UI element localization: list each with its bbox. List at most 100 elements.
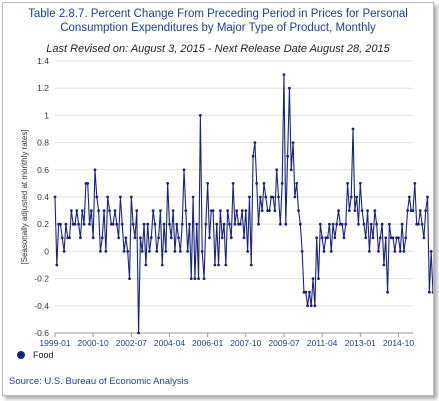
data-point[interactable] — [220, 236, 224, 240]
data-point[interactable] — [358, 182, 362, 185]
data-point[interactable] — [93, 168, 97, 172]
data-point[interactable] — [286, 154, 290, 158]
data-point[interactable] — [169, 236, 173, 240]
data-point[interactable] — [382, 263, 386, 267]
data-point[interactable] — [422, 236, 426, 240]
data-point[interactable] — [240, 209, 244, 213]
data-point[interactable] — [333, 236, 337, 240]
data-point[interactable] — [398, 250, 402, 253]
data-point[interactable] — [371, 236, 375, 240]
data-point[interactable] — [157, 236, 160, 240]
data-point[interactable] — [164, 250, 168, 253]
data-point[interactable] — [308, 290, 311, 294]
data-point[interactable] — [400, 222, 404, 226]
data-point[interactable] — [391, 236, 395, 240]
data-point[interactable] — [244, 209, 248, 213]
data-point[interactable] — [133, 236, 137, 240]
data-point[interactable] — [188, 222, 191, 226]
data-point[interactable] — [231, 182, 235, 185]
data-point[interactable] — [100, 236, 104, 240]
data-point[interactable] — [208, 236, 211, 240]
data-point[interactable] — [53, 195, 57, 199]
data-point[interactable] — [251, 154, 255, 158]
data-point[interactable] — [144, 263, 148, 267]
data-point[interactable] — [349, 195, 353, 199]
data-point[interactable] — [322, 250, 326, 253]
data-point[interactable] — [353, 209, 357, 213]
data-point[interactable] — [431, 290, 433, 294]
data-point[interactable] — [91, 236, 95, 240]
data-point[interactable] — [95, 195, 99, 199]
data-point[interactable] — [149, 236, 153, 240]
data-point[interactable] — [406, 209, 409, 213]
data-point[interactable] — [360, 209, 364, 213]
data-point[interactable] — [413, 182, 417, 185]
data-point[interactable] — [122, 250, 126, 253]
data-point[interactable] — [77, 222, 81, 226]
data-point[interactable] — [195, 222, 199, 226]
data-point[interactable] — [264, 195, 268, 199]
data-point[interactable] — [215, 222, 219, 226]
data-point[interactable] — [293, 195, 297, 199]
data-point[interactable] — [320, 236, 324, 240]
data-point[interactable] — [224, 263, 228, 267]
data-point[interactable] — [137, 331, 140, 335]
data-point[interactable] — [380, 222, 384, 226]
data-point[interactable] — [246, 250, 250, 253]
data-point[interactable] — [268, 209, 271, 213]
data-point[interactable] — [146, 222, 150, 226]
data-point[interactable] — [128, 277, 131, 280]
data-point[interactable] — [248, 195, 251, 199]
data-point[interactable] — [69, 209, 73, 213]
data-point[interactable] — [364, 236, 368, 240]
data-point[interactable] — [331, 222, 335, 226]
data-point[interactable] — [89, 209, 93, 213]
data-point[interactable] — [88, 222, 91, 226]
data-point[interactable] — [104, 250, 108, 253]
data-point[interactable] — [357, 222, 360, 226]
data-point[interactable] — [275, 168, 279, 172]
data-point[interactable] — [306, 304, 309, 308]
data-point[interactable] — [155, 250, 159, 253]
data-point[interactable] — [131, 222, 135, 226]
data-point[interactable] — [218, 209, 222, 213]
data-point[interactable] — [411, 209, 415, 213]
data-point[interactable] — [362, 222, 366, 226]
data-point[interactable] — [79, 236, 82, 240]
data-point[interactable] — [200, 250, 204, 253]
data-point[interactable] — [177, 236, 180, 240]
data-point[interactable] — [291, 141, 295, 145]
data-point[interactable] — [226, 209, 230, 213]
data-point[interactable] — [233, 222, 237, 226]
data-point[interactable] — [186, 250, 190, 253]
data-point[interactable] — [373, 209, 377, 213]
data-point[interactable] — [386, 290, 389, 294]
data-point[interactable] — [111, 222, 115, 226]
data-point[interactable] — [317, 277, 320, 280]
data-point[interactable] — [340, 222, 344, 226]
data-point[interactable] — [119, 195, 122, 199]
data-point[interactable] — [404, 236, 408, 240]
data-point[interactable] — [197, 277, 200, 280]
data-point[interactable] — [337, 209, 340, 213]
data-point[interactable] — [55, 263, 59, 267]
data-point[interactable] — [277, 195, 280, 199]
data-point[interactable] — [168, 222, 171, 226]
data-point[interactable] — [284, 222, 288, 226]
data-point[interactable] — [73, 222, 77, 226]
data-point[interactable] — [166, 182, 170, 185]
data-point[interactable] — [351, 127, 355, 131]
data-point[interactable] — [80, 209, 84, 213]
data-point[interactable] — [309, 304, 313, 308]
data-point[interactable] — [97, 209, 101, 213]
data-point[interactable] — [297, 209, 300, 213]
data-point[interactable] — [217, 263, 220, 267]
data-point[interactable] — [397, 236, 400, 240]
data-point[interactable] — [148, 250, 151, 253]
data-point[interactable] — [326, 236, 329, 240]
data-point[interactable] — [124, 236, 128, 240]
data-point[interactable] — [142, 222, 146, 226]
data-point[interactable] — [429, 250, 433, 253]
data-point[interactable] — [229, 236, 233, 240]
data-point[interactable] — [62, 250, 66, 253]
